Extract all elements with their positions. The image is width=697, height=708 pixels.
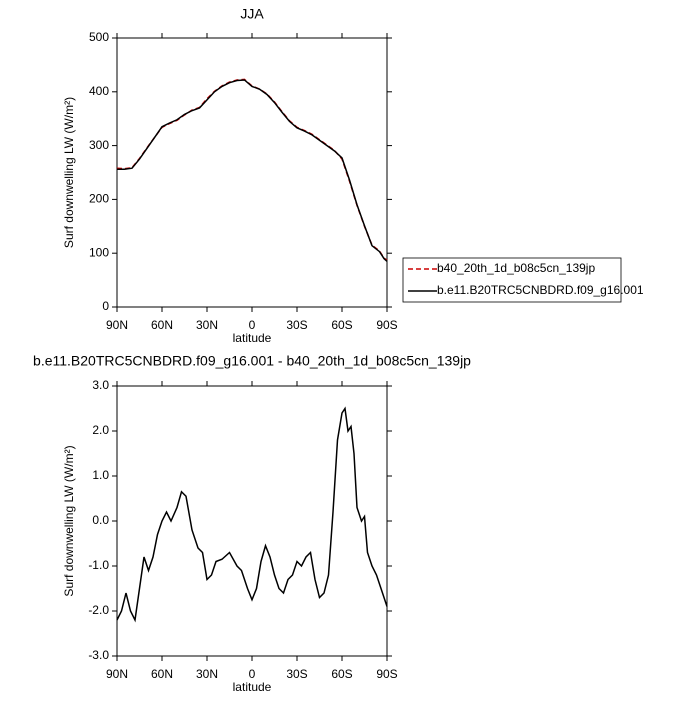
y-tick-label: 0.0 xyxy=(92,513,109,527)
x-tick-label: 60N xyxy=(151,667,173,681)
x-tick-label: 0 xyxy=(249,667,256,681)
x-tick-label: 60S xyxy=(331,318,352,332)
y-tick-label: 300 xyxy=(89,138,109,152)
plot-frame xyxy=(116,385,388,657)
series-line xyxy=(116,406,388,623)
y-tick-label: 200 xyxy=(89,192,109,206)
x-tick-label: 90S xyxy=(376,318,397,332)
chart-title: JJA xyxy=(240,6,264,22)
y-tick-label: 500 xyxy=(89,30,109,44)
legend-label: b40_20th_1d_b08c5cn_139jp xyxy=(437,261,595,275)
x-tick-label: 60N xyxy=(151,318,173,332)
x-tick-label: 30N xyxy=(196,667,218,681)
x-tick-label: 30N xyxy=(196,318,218,332)
x-tick-label: 30S xyxy=(286,318,307,332)
legend-label: b.e11.B20TRC5CNBDRD.f09_g16.001 xyxy=(437,283,644,297)
y-tick-label: 2.0 xyxy=(92,423,109,437)
y-axis-label: Surf downwelling LW (W/m²) xyxy=(62,97,76,248)
x-tick-label: 90N xyxy=(106,318,128,332)
y-tick-label: -3.0 xyxy=(88,648,109,662)
y-tick-label: 3.0 xyxy=(92,378,109,392)
x-tick-label: 90N xyxy=(106,667,128,681)
y-axis-label: Surf downwelling LW (W/m²) xyxy=(62,445,76,596)
x-tick-label: 60S xyxy=(331,667,352,681)
y-tick-label: -2.0 xyxy=(88,603,109,617)
x-tick-label: 90S xyxy=(376,667,397,681)
x-axis-label: latitude xyxy=(233,331,272,345)
x-tick-label: 30S xyxy=(286,667,307,681)
y-tick-label: 100 xyxy=(89,245,109,259)
y-tick-label: -1.0 xyxy=(88,558,109,572)
y-tick-label: 1.0 xyxy=(92,468,109,482)
series-line xyxy=(117,79,388,262)
y-tick-label: 0 xyxy=(102,299,109,313)
chart-title: b.e11.B20TRC5CNBDRD.f09_g16.001 - b40_20… xyxy=(33,353,471,369)
x-tick-label: 0 xyxy=(249,318,256,332)
x-axis-label: latitude xyxy=(233,680,272,694)
legend-box xyxy=(402,257,622,303)
y-tick-label: 400 xyxy=(89,84,109,98)
